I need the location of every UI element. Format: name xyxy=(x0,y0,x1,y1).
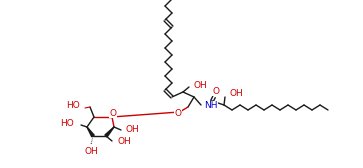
Text: O: O xyxy=(110,109,117,117)
Text: OH: OH xyxy=(126,125,140,135)
Text: HO: HO xyxy=(60,119,74,129)
Text: OH: OH xyxy=(84,146,98,156)
Text: OH: OH xyxy=(193,80,207,90)
Text: OH: OH xyxy=(117,137,131,146)
Text: OH: OH xyxy=(229,90,243,98)
Text: O: O xyxy=(175,109,182,117)
Text: NH: NH xyxy=(204,101,217,111)
Polygon shape xyxy=(87,127,94,137)
Text: O: O xyxy=(212,87,220,95)
Text: HO: HO xyxy=(66,101,80,111)
Polygon shape xyxy=(105,127,114,137)
